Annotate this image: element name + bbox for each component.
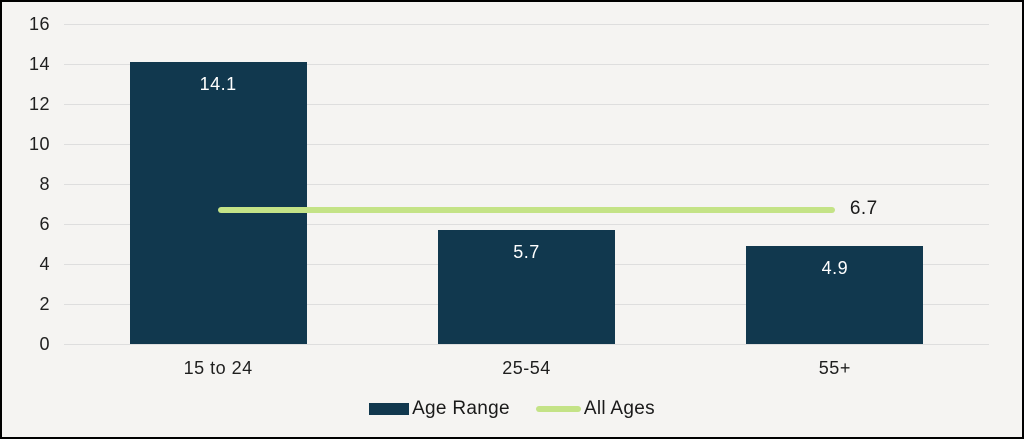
gridline bbox=[64, 103, 989, 105]
gridline bbox=[64, 223, 989, 225]
reference-line-label: 6.7 bbox=[849, 198, 878, 219]
bar-value-label: 14.1 bbox=[199, 74, 237, 94]
gridline bbox=[64, 63, 989, 65]
gridline bbox=[64, 343, 989, 345]
y-tick-label: 12 bbox=[28, 94, 50, 114]
y-tick-label: 6 bbox=[39, 214, 50, 234]
legend-label: All Ages bbox=[583, 398, 655, 419]
legend-item-age-range: Age Range bbox=[369, 398, 510, 420]
gridline bbox=[64, 143, 989, 145]
bar-swatch-icon bbox=[369, 403, 410, 415]
x-category-label: 25-54 bbox=[502, 358, 551, 378]
y-tick-label: 16 bbox=[28, 14, 50, 34]
bar bbox=[129, 62, 307, 344]
bar bbox=[746, 246, 924, 344]
y-tick-label: 4 bbox=[39, 254, 50, 274]
x-category-label: 15 to 24 bbox=[183, 358, 253, 378]
bar-value-label: 4.9 bbox=[821, 258, 849, 278]
bar-value-label: 5.7 bbox=[513, 242, 540, 262]
y-tick-label: 10 bbox=[28, 134, 50, 154]
gridline bbox=[64, 183, 989, 185]
y-tick-label: 0 bbox=[39, 334, 50, 354]
legend-label: Age Range bbox=[412, 398, 510, 419]
legend-item-all-ages: All Ages bbox=[535, 398, 655, 420]
gridline bbox=[64, 23, 989, 25]
y-tick-label: 14 bbox=[28, 54, 50, 74]
chart-legend: Age Range All Ages bbox=[2, 398, 1022, 420]
y-tick-label: 8 bbox=[39, 174, 50, 194]
reference-line bbox=[218, 207, 835, 213]
y-tick-label: 2 bbox=[39, 294, 50, 314]
bar bbox=[438, 230, 615, 344]
x-category-label: 55+ bbox=[818, 358, 851, 378]
line-swatch-icon bbox=[535, 406, 581, 412]
